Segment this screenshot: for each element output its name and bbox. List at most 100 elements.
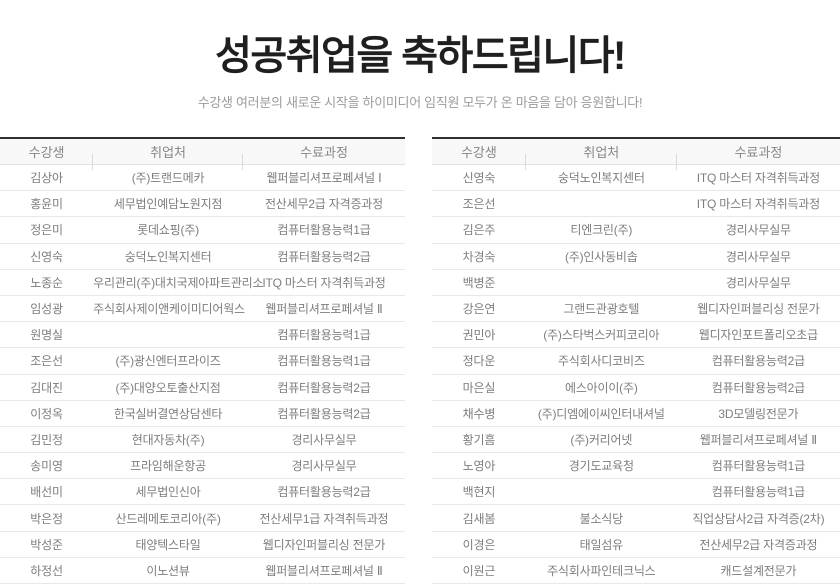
page-title: 성공취업을 축하드립니다! [215,34,626,78]
table-row: 신영숙 숭덕노인복지센터 ITQ 마스터 자격취득과정 [432,165,840,192]
employer-cell: 주식회사디코비즈 [557,354,645,369]
employer-cell: 우리관리(주)대치국제아파트관리소 [93,275,264,290]
course-cell: 경리사무실무 [291,459,357,474]
student-name-cell: 백현지 [462,485,496,500]
course-cell: 컴퓨터활용능력2급 [277,380,371,395]
course-cell: 경리사무실무 [291,432,357,447]
table-row: 노영아 경기도교육청 컴퓨터활용능력1급 [432,453,840,480]
student-name-cell: 김은주 [462,223,496,238]
student-name-cell: 김민정 [30,432,63,447]
employer-cell: (주)디엠에이씨인터내셔널 [537,406,665,421]
employer-cell: 이노션뷰 [146,563,190,578]
table-row: 정은미 롯데쇼핑(주) 컴퓨터활용능력1급 [0,217,405,244]
employer-cell: (주)광신엔터프라이즈 [115,354,221,369]
course-cell: 전산세무1급 자격취득과정 [259,511,389,526]
employer-cell: (주)스타벅스커피코리아 [543,328,660,343]
course-cell: 컴퓨터활용능력2급 [711,380,805,395]
table-row: 김새봄 불소식당 직업상담사2급 자격증(2차) [432,505,840,532]
course-cell: 전산세무2급 자격증과정 [699,537,818,552]
student-name-cell: 이원근 [462,563,496,578]
table-row: 김민정 현대자동차(주) 경리사무실무 [0,427,405,454]
course-cell: 웹퍼블리셔프로페셔널 Ⅱ [699,432,817,447]
course-cell: 웹퍼블리셔프로페셔널 Ⅰ [266,171,382,186]
course-cell: 컴퓨터활용능력2급 [711,354,805,369]
table-row: 노종순 우리관리(주)대치국제아파트관리소 ITQ 마스터 자격취득과정 [0,270,405,296]
employment-tables: 수강생 취업처 수료과정 김상아 (주)트랜드메카 웹퍼블리셔프로페셔널 Ⅰ 홍윤미 세무법인… [0,137,840,584]
employer-cell: 세무법인예담노원지점 [113,197,223,212]
course-cell: 컴퓨터활용능력2급 [277,406,371,421]
table-row: 김대진 (주)대양오토출산지점 컴퓨터활용능력2급 [0,375,405,401]
table-row: 백현지 컴퓨터활용능력1급 [432,479,840,506]
student-name-cell: 강은연 [462,302,496,317]
employer-cell: 태양텍스타일 [135,537,201,552]
course-cell: 컴퓨터활용능력1급 [711,485,805,500]
student-name-cell: 조은선 [30,354,63,369]
column-header-course: 수료과정 [300,145,348,160]
student-name-cell: 원명실 [30,328,63,343]
table-row: 차경숙 (주)인사동비솝 경리사무실무 [432,244,840,270]
table-row: 정다운 주식회사디코비즈 컴퓨터활용능력2급 [432,348,840,375]
table-row: 백병준 경리사무실무 [432,270,840,296]
course-cell: 컴퓨터활용능력1급 [711,459,805,474]
course-cell: 전산세무2급 자격증과정 [264,197,383,212]
employer-cell: 한국실버결연상담센타 [113,406,223,421]
course-cell: 경리사무실무 [725,223,791,238]
table-row: 원명실 컴퓨터활용능력1급 [0,322,405,349]
student-name-cell: 채수병 [462,406,496,421]
student-name-cell: 노영아 [462,459,496,474]
employer-cell: (주)대양오토출산지점 [115,380,221,395]
student-name-cell: 배선미 [30,485,63,500]
employer-cell: 프라임해운항공 [130,459,206,474]
column-header-employer: 취업처 [93,142,243,170]
student-name-cell: 권민아 [462,328,496,343]
employer-cell: 불소식당 [579,511,624,526]
employer-cell: (주)커리어넷 [570,432,633,447]
student-name-cell: 송미영 [30,459,63,474]
employer-cell: 티엔크린(주) [570,223,633,238]
table-row: 홍윤미 세무법인예담노원지점 전산세무2급 자격증과정 [0,191,405,218]
table-header-row: 수강생 취업처 수료과정 [432,139,840,170]
student-name-cell: 백병준 [462,275,496,290]
course-cell: 경리사무실무 [725,249,791,264]
column-header-course: 수료과정 [734,145,783,160]
employer-cell: 현대자동차(주) [131,432,205,447]
employer-cell: 그랜드관광호텔 [563,302,640,317]
student-name-cell: 하정선 [30,563,63,578]
student-name-cell: 노종순 [30,275,63,290]
employer-cell: 롯데쇼핑(주) [137,223,199,238]
table-row: 조은선 (주)광신엔터프라이즈 컴퓨터활용능력1급 [0,348,405,375]
employer-cell: 산드레메토코리아(주) [115,511,221,526]
table-row: 박은정 산드레메토코리아(주) 전산세무1급 자격취득과정 [0,505,405,532]
student-name-cell: 박성준 [30,537,63,552]
student-name-cell: 황기흠 [462,432,496,447]
employer-cell: 주식회사제이앤케이미디어웍스 [93,302,245,317]
page-header: 성공취업을 축하드립니다! 수강생 여러분의 새로운 시작을 하이미디어 임직원… [0,0,840,111]
table-row: 송미영 프라임해운항공 경리사무실무 [0,453,405,480]
student-name-cell: 박은정 [30,511,63,526]
table-row: 이정옥 한국실버결연상담센타 컴퓨터활용능력2급 [0,401,405,427]
employer-cell: 경기도교육청 [568,459,634,474]
student-name-cell: 김대진 [30,380,63,395]
table-row: 황기흠 (주)커리어넷 웹퍼블리셔프로페셔널 Ⅱ [432,427,840,454]
table-row: 강은연 그랜드관광호텔 웹디자인퍼블리싱 전문가 [432,296,840,323]
student-name-cell: 홍윤미 [30,197,63,212]
course-cell: 웹퍼블리셔프로페셔널 Ⅱ [265,302,383,317]
right-employment-table: 수강생 취업처 수료과정 신영숙 숭덕노인복지센터 ITQ 마스터 자격취득과정 조은선 IT… [432,137,840,584]
table-row: 임성광 주식회사제이앤케이미디어웍스 웹퍼블리셔프로페셔널 Ⅱ [0,296,405,323]
table-header-row: 수강생 취업처 수료과정 [0,139,405,170]
course-cell: 컴퓨터활용능력2급 [277,249,371,264]
student-name-cell: 마은실 [462,380,496,395]
employer-cell: 숭덕노인복지센터 [557,171,645,186]
student-name-cell: 정은미 [30,223,63,238]
table-row: 이원근 주식회사파인테크닉스 캐드설계전문가 [432,558,840,584]
course-cell: ITQ 마스터 자격취득과정 [696,171,820,186]
course-cell: 웹디자인포트폴리오초급 [698,328,818,343]
course-cell: 웹디자인퍼블리싱 전문가 [262,537,386,552]
course-cell: 컴퓨터활용능력1급 [277,354,371,369]
course-cell: 경리사무실무 [725,275,791,290]
table-row: 김상아 (주)트랜드메카 웹퍼블리셔프로페셔널 Ⅰ [0,165,405,192]
column-header-student-name: 수강생 [0,142,94,170]
table-row: 배선미 세무법인신아 컴퓨터활용능력2급 [0,479,405,506]
